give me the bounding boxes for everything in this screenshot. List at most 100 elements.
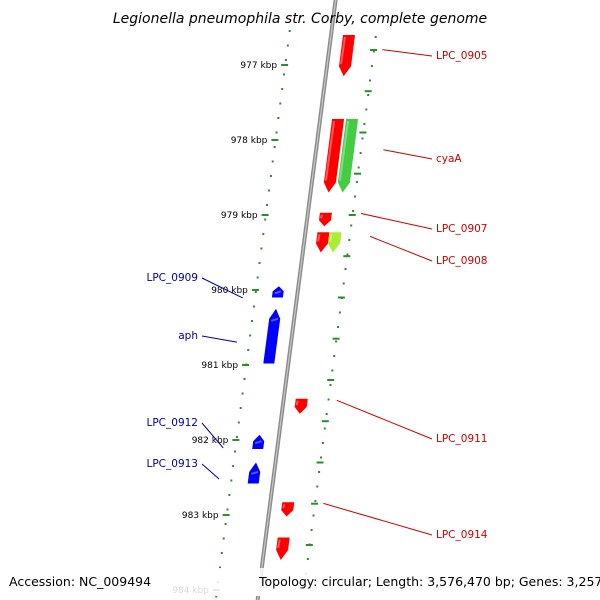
ruler-dot-left: [284, 59, 287, 61]
gene-shine: [338, 120, 350, 181]
gene-label-lpc_0913[interactable]: LPC_0913: [147, 458, 199, 470]
ruler-dot-right: [318, 471, 321, 473]
label-leader-line: [382, 49, 433, 57]
ruler-dot-right: [331, 369, 334, 372]
ruler-dot-left: [222, 537, 225, 540]
gene-shine: [324, 120, 336, 181]
ruler-dot-right: [316, 485, 319, 488]
gene-cyaa[interactable]: [337, 119, 359, 193]
ruler-dot-left: [275, 131, 278, 134]
gene-lpc_0912[interactable]: [252, 434, 265, 449]
ruler-dot-left: [226, 508, 229, 511]
ruler-dot-left: [243, 378, 246, 380]
gene-label-lpc_0909[interactable]: LPC_0909: [147, 272, 199, 284]
gene-lpc_0905[interactable]: [339, 35, 355, 77]
ruler-dot-left: [266, 204, 269, 206]
gene-lpc_0908-left[interactable]: [316, 232, 330, 253]
ruler-dot-right: [310, 529, 313, 531]
ruler-dot-right: [323, 427, 326, 430]
ruler-dot-right: [344, 268, 347, 270]
tick-label: 977 kbp: [240, 61, 277, 71]
tick-label: 983 kbp: [182, 511, 219, 521]
gene-shine: [274, 290, 282, 295]
ruler-dot-right: [365, 108, 368, 111]
gene-label-lpc_0908[interactable]: LPC_0908: [436, 255, 488, 267]
ruler-dot-right: [314, 500, 317, 502]
ruler-dot-left: [234, 450, 236, 453]
tick-label: 981 kbp: [201, 361, 238, 371]
ruler-dot-left: [288, 30, 291, 32]
ruler-dot-left: [258, 262, 261, 264]
gene-label-aph[interactable]: aph: [178, 330, 198, 342]
ruler-dot-left: [237, 421, 240, 424]
gene-shine: [329, 234, 333, 242]
gene-label-cyaa[interactable]: cyaA: [436, 153, 462, 165]
gene-lpc_0911[interactable]: [294, 398, 308, 414]
gene-lpc_0907[interactable]: [319, 212, 332, 227]
ruler-dot-left: [232, 465, 235, 467]
gene-lpc_0915[interactable]: [276, 537, 290, 561]
label-leader-line: [201, 335, 237, 343]
ruler-dot-right: [355, 181, 358, 183]
ruler-dot-left: [286, 44, 289, 47]
ruler-dot-left: [273, 146, 276, 148]
ruler-dot-right: [337, 326, 339, 328]
ruler-dot-left: [215, 595, 218, 598]
ruler-dot-left: [283, 73, 285, 76]
gene-shine: [282, 504, 286, 509]
ruler-dot-left: [235, 436, 238, 438]
label-leader-line: [336, 399, 433, 440]
ruler-dot-left: [281, 88, 284, 90]
ruler-dot-left: [260, 247, 263, 250]
gene-label-lpc_0905[interactable]: LPC_0905: [436, 50, 488, 62]
ruler-dot-right: [369, 79, 371, 82]
ruler-dot-left: [239, 407, 242, 409]
gene-label-lpc_0911[interactable]: LPC_0911: [436, 433, 488, 445]
ruler-dot-right: [363, 123, 366, 125]
gene-layer: [247, 35, 359, 561]
ruler-dot-right: [333, 355, 336, 357]
label-leader-line: [201, 277, 243, 299]
footer-info-backdrop: [255, 568, 600, 596]
gene-shine: [270, 317, 279, 322]
ruler-dot-right: [357, 166, 360, 169]
gene-label-lpc_0914[interactable]: LPC_0914: [436, 529, 488, 541]
map-title: Legionella pneumophila str. Corby, compl…: [113, 11, 487, 27]
ruler-dot-right: [327, 398, 330, 401]
gene-aph[interactable]: [263, 308, 281, 364]
label-leader-line: [383, 149, 433, 160]
ruler-dot-left: [249, 334, 252, 337]
ruler-dot-left: [241, 392, 244, 395]
gene-label-lpc_0907[interactable]: LPC_0907: [436, 223, 488, 235]
gene-cyaa-left[interactable]: [323, 119, 345, 193]
ruler-dot-left: [251, 320, 253, 322]
footer-accession-backdrop: [0, 568, 260, 596]
gene-lpc_0914[interactable]: [281, 502, 295, 517]
ruler-dot-left: [279, 102, 282, 105]
ruler-dot-right: [306, 558, 309, 560]
ruler-dot-left: [219, 566, 221, 569]
ruler-dot-right: [350, 224, 353, 227]
ruler-dot-left: [269, 175, 272, 177]
gene-lpc_0908[interactable]: [328, 232, 342, 253]
ruler-dot-left: [252, 305, 255, 308]
ruler-dot-left: [262, 233, 265, 235]
ruler-dot-right: [361, 137, 364, 140]
label-leader-line: [201, 463, 220, 480]
gene-shine: [254, 440, 262, 445]
ruler-dot-left: [264, 218, 267, 221]
ruler-dot-left: [230, 479, 233, 482]
ruler-dot-right: [372, 50, 375, 53]
ruler-dot-right: [346, 253, 349, 256]
gene-shine: [317, 234, 321, 242]
gene-label-lpc_0912[interactable]: LPC_0912: [147, 417, 199, 429]
ruler-dot-left: [277, 117, 280, 119]
ruler-dot-left: [247, 349, 250, 351]
gene-shine: [340, 36, 346, 65]
tick-label: 978 kbp: [231, 136, 268, 146]
gene-lpc_0909[interactable]: [271, 286, 284, 298]
gene-lpc_0913[interactable]: [247, 462, 261, 484]
backbone-layer: [255, 0, 338, 600]
